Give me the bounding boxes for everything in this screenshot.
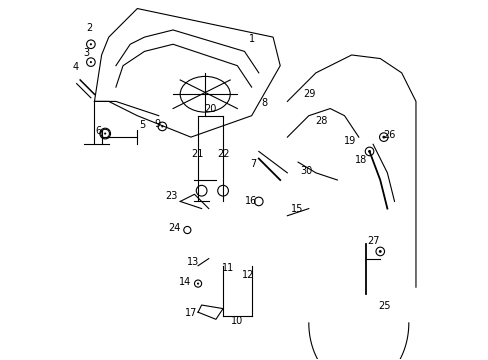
Text: 2: 2	[86, 23, 92, 33]
Text: 20: 20	[204, 104, 216, 113]
Text: 17: 17	[185, 308, 198, 318]
Text: 18: 18	[354, 156, 366, 165]
Text: 6: 6	[96, 126, 102, 136]
Text: 24: 24	[168, 223, 181, 233]
Text: 16: 16	[244, 197, 257, 206]
Text: 19: 19	[343, 136, 355, 147]
Text: 14: 14	[179, 277, 191, 287]
Text: 1: 1	[248, 34, 254, 44]
Text: 4: 4	[73, 63, 79, 72]
Circle shape	[197, 283, 199, 285]
Text: 3: 3	[83, 48, 89, 58]
Text: 11: 11	[222, 262, 234, 273]
Text: 7: 7	[250, 159, 256, 169]
Text: 8: 8	[261, 98, 266, 108]
Text: 23: 23	[165, 191, 177, 201]
Text: 22: 22	[216, 149, 229, 159]
Text: 21: 21	[191, 149, 203, 159]
Circle shape	[104, 132, 106, 135]
Circle shape	[378, 250, 381, 253]
Text: 15: 15	[290, 204, 303, 214]
Circle shape	[90, 43, 92, 45]
Text: 29: 29	[303, 89, 315, 99]
Text: 10: 10	[231, 316, 243, 326]
Circle shape	[90, 61, 92, 63]
Circle shape	[161, 125, 163, 127]
Text: 30: 30	[299, 166, 311, 176]
Text: 12: 12	[242, 270, 254, 280]
Text: 9: 9	[154, 118, 160, 129]
Text: 5: 5	[139, 120, 145, 130]
Text: 28: 28	[315, 116, 327, 126]
Text: 26: 26	[383, 130, 395, 140]
Text: 25: 25	[378, 301, 390, 311]
Text: 27: 27	[367, 237, 379, 247]
Circle shape	[367, 150, 370, 153]
Text: 13: 13	[186, 257, 199, 267]
Circle shape	[382, 136, 385, 139]
